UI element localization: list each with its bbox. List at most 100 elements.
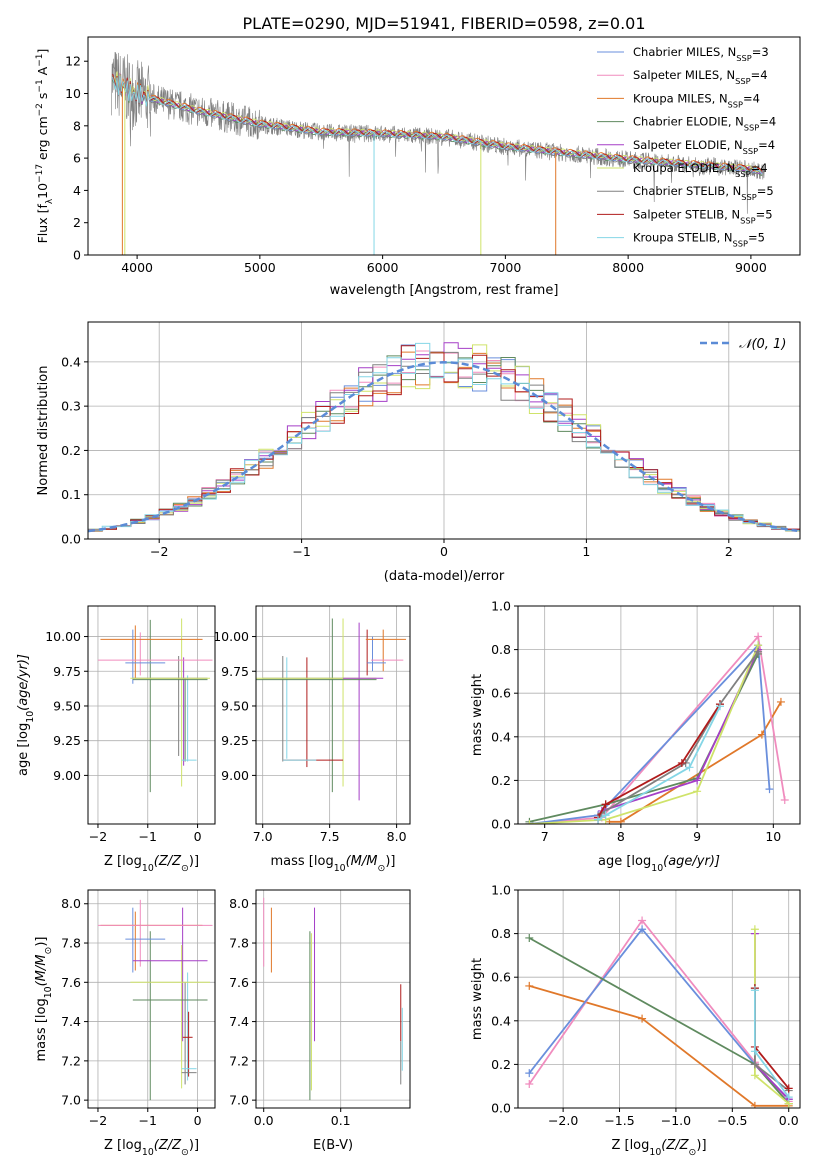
weight-marker-kroupa_stelib	[715, 702, 724, 711]
y-tick-label: 10.00	[213, 629, 249, 644]
x-tick-label: 8000	[612, 260, 644, 275]
x-tick-label: 4000	[121, 260, 153, 275]
x-tick-label: −1	[139, 1113, 157, 1128]
weight-marker-chabrier_miles	[638, 925, 647, 934]
weight-line-kroupa_miles	[609, 701, 782, 823]
weight-line-kroupa_elodie	[529, 644, 759, 824]
x-tick-label: 6000	[367, 260, 399, 275]
weight-marker-kroupa_miles	[616, 817, 625, 824]
y-axis-label: age [log10(age/yr)]	[16, 654, 36, 776]
y-tick-label: 0.8	[491, 642, 511, 657]
plot-area-residuals	[88, 342, 800, 534]
panel-mass_vs_Z: −2 −1 0 7.0 7.2 7.4 7.6 7.8 8.0 Z [log10(Z/Z⊙)] ma…	[34, 889, 216, 1158]
x-tick-label: −1	[139, 829, 157, 844]
weight-marker-kroupa_stelib	[601, 811, 610, 820]
y-tick-label: 6	[73, 151, 81, 166]
x-tick-label: −1.0	[661, 1113, 691, 1128]
x-tick-label: 0.1	[331, 1113, 351, 1128]
weight-marker-salpeter_miles	[638, 916, 647, 925]
histogram-kroupa_stelib	[88, 342, 800, 534]
weight-line-chabrier_miles	[528, 927, 790, 1100]
y-tick-label: 4	[73, 183, 81, 198]
y-tick-label: 7.4	[229, 1014, 249, 1029]
y-tick-label: 9.25	[221, 733, 249, 748]
y-tick-label: 0.6	[491, 970, 511, 985]
weight-marker-salpeter_miles	[780, 796, 789, 805]
y-tick-label: 1.0	[491, 883, 511, 898]
legend-label-salpeter_elodie: Salpeter ELODIE, NSSP=4	[633, 138, 775, 156]
panel-spectrum: 4000 5000 6000 7000 8000 9000 0 2 4 6 8 10 12 wavelen…	[35, 36, 801, 298]
panel-residuals: −2 −1 0 1 2 0.0 0.1 0.2 0.3 0.4 (data-model)/error…	[36, 321, 801, 584]
y-tick-label: 7.6	[229, 975, 249, 990]
x-tick-label: 7.5	[320, 829, 340, 844]
plot-area-mass_vs_Z	[97, 899, 213, 1101]
x-tick-label: 9	[693, 829, 701, 844]
x-axis-label: Z [log10(Z/Z⊙)]	[104, 1138, 199, 1158]
y-tick-label: 9.00	[221, 768, 249, 783]
x-axis-label: Z [log10(Z/Z⊙)]	[611, 1138, 706, 1158]
x-tick-label: −2.0	[548, 1113, 578, 1128]
x-tick-label: 10	[765, 829, 781, 844]
y-tick-label: 0.3	[61, 399, 81, 414]
plot-area-age_vs_mass	[256, 618, 406, 801]
y-tick-label: 12	[65, 54, 81, 69]
y-axis-label: mass weight	[470, 958, 485, 1040]
y-tick-label: 0.0	[491, 1101, 511, 1116]
plot-area-weight_vs_Z	[525, 916, 793, 1108]
panel-weight_vs_Z: −2.0 −1.5 −1.0 −0.5 0.0 0.0 0.2 0.4 0.6 0.8 1.0 Z […	[470, 883, 801, 1158]
x-tick-label: −1	[292, 544, 310, 559]
x-tick-label: 7.0	[253, 829, 273, 844]
y-tick-label: 9.00	[53, 768, 81, 783]
y-tick-label: 8.0	[61, 896, 81, 911]
y-tick-label: 0.8	[491, 926, 511, 941]
axes-frame	[87, 605, 216, 825]
y-tick-label: 10	[65, 86, 81, 101]
model-spectrum-kroupa_stelib	[112, 75, 763, 175]
y-tick-label: 0.2	[61, 443, 81, 458]
x-axis-label: Z [log10(Z/Z⊙)]	[104, 854, 199, 874]
y-tick-label: 7.0	[61, 1093, 81, 1108]
figure-title: PLATE=0290, MJD=51941, FIBERID=0598, z=0…	[242, 14, 645, 33]
y-tick-label: 7.8	[61, 936, 81, 951]
legend-label-salpeter_stelib: Salpeter STELIB, NSSP=5	[633, 207, 773, 225]
weight-marker-kroupa_elodie	[750, 1071, 759, 1080]
weight-marker-kroupa_stelib	[685, 763, 694, 772]
x-axis-label: mass [log10(M/M⊙)]	[271, 854, 396, 874]
weight-marker-kroupa_elodie	[693, 787, 702, 796]
legend-label-chabrier_stelib: Chabrier STELIB, NSSP=5	[633, 184, 774, 202]
y-axis-label: mass [log10(M/M⊙)]	[34, 937, 54, 1062]
x-tick-label: −1.5	[604, 1113, 634, 1128]
model-spectrum-salpeter_stelib	[112, 73, 763, 172]
weight-marker-kroupa_miles	[638, 1014, 647, 1023]
y-tick-label: 7.2	[61, 1053, 81, 1068]
y-tick-label: 10.00	[45, 629, 81, 644]
x-axis-label: (data-model)/error	[384, 569, 505, 584]
y-tick-label: 0	[73, 248, 81, 263]
weight-marker-kroupa_elodie	[525, 820, 534, 824]
x-axis-label: age [log10(age/yr)]	[598, 854, 720, 874]
legend-label-salpeter_miles: Salpeter MILES, NSSP=4	[633, 68, 768, 86]
y-tick-label: 1.0	[491, 599, 511, 614]
weight-marker-chabrier_stelib	[750, 1060, 759, 1069]
y-tick-label: 0.0	[491, 817, 511, 832]
y-tick-label: 0.6	[491, 686, 511, 701]
x-tick-label: 9000	[735, 260, 767, 275]
x-tick-label: 7000	[489, 260, 521, 275]
weight-marker-salpeter_elodie	[693, 776, 702, 785]
y-tick-label: 7.6	[61, 975, 81, 990]
y-tick-label: 0.2	[491, 1057, 511, 1072]
panel-mass_vs_ebv: 0.0 0.1 7.0 7.2 7.4 7.6 7.8 8.0 E(B-V)	[229, 889, 411, 1153]
weight-marker-kroupa_stelib	[750, 986, 759, 995]
x-tick-label: 0	[194, 1113, 202, 1128]
x-tick-label: 0	[194, 829, 202, 844]
weight-marker-salpeter_miles	[525, 1080, 534, 1089]
legend-label-kroupa_elodie: Kroupa ELODIE, NSSP=4	[633, 161, 768, 179]
y-tick-label: 2	[73, 215, 81, 230]
y-axis-label: Flux [fλ10−17 erg cm−2 s−1 A−1]	[35, 49, 55, 244]
panel-age_vs_mass: 7.0 7.5 8.0 9.00 9.25 9.50 9.75 10.00 mass [log1…	[213, 605, 411, 874]
axes-frame	[255, 889, 411, 1109]
x-tick-label: 5000	[244, 260, 276, 275]
weight-marker-salpeter_miles	[754, 632, 763, 641]
x-tick-label: 2	[725, 544, 733, 559]
x-tick-label: 7	[541, 829, 549, 844]
